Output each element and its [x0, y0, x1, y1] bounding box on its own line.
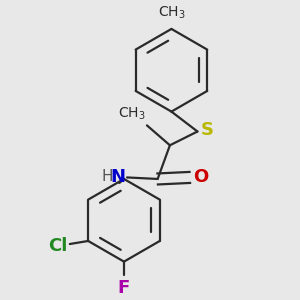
Text: CH$_3$: CH$_3$ [158, 5, 185, 21]
Text: N: N [110, 168, 125, 186]
Text: CH$_3$: CH$_3$ [118, 106, 146, 122]
Text: Cl: Cl [48, 237, 68, 255]
Text: O: O [194, 168, 209, 186]
Text: F: F [118, 279, 130, 297]
Text: S: S [201, 121, 214, 139]
Text: H: H [101, 169, 113, 184]
